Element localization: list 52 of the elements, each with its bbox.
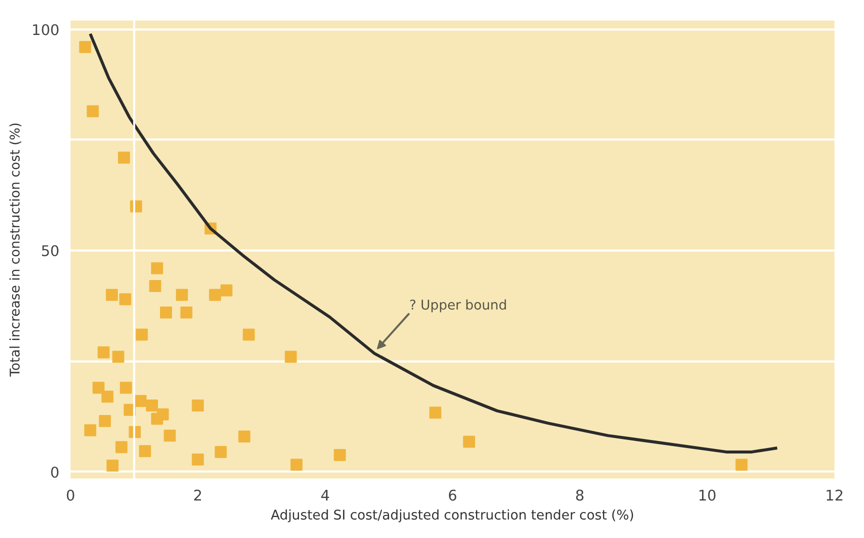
point <box>106 288 118 301</box>
point <box>290 458 303 471</box>
line-series <box>88 32 779 454</box>
x-tick-label: 2 <box>193 488 202 504</box>
point <box>160 306 172 319</box>
x-tick-label: 10 <box>698 488 716 504</box>
point <box>136 328 148 341</box>
point <box>736 458 748 471</box>
point <box>180 306 192 319</box>
x-axis-title: Adjusted SI cost/adjusted construction tender cost (%) <box>270 508 634 524</box>
point <box>151 262 164 274</box>
point <box>119 293 132 306</box>
point <box>134 395 147 408</box>
point <box>192 453 204 466</box>
annotation: ? Upper bound <box>409 298 508 314</box>
point <box>334 449 346 462</box>
point <box>138 445 151 458</box>
point <box>92 382 105 394</box>
point <box>112 350 124 363</box>
point <box>98 346 110 358</box>
point <box>429 406 442 419</box>
x-tick-label: 12 <box>825 488 844 504</box>
point <box>209 288 222 301</box>
point <box>151 412 164 425</box>
point <box>192 399 204 412</box>
point <box>149 280 162 292</box>
point <box>238 430 250 442</box>
point <box>164 430 176 442</box>
point <box>242 328 255 341</box>
point <box>86 105 99 118</box>
x-tick-label: 8 <box>575 488 584 504</box>
x-tick-label: 6 <box>448 488 458 504</box>
x-tick-label: 4 <box>320 488 330 504</box>
point <box>101 390 114 403</box>
y-tick-label: 0 <box>50 464 60 482</box>
y-tick-label: 50 <box>40 243 60 260</box>
point <box>120 382 132 394</box>
y-axis-title: Total increase in construction cost (%) <box>8 122 24 378</box>
point <box>214 446 227 458</box>
y-tick-label: 100 <box>32 22 60 39</box>
point <box>463 436 476 448</box>
point <box>84 424 96 436</box>
point <box>98 414 111 427</box>
point <box>106 460 119 472</box>
point <box>146 399 158 412</box>
point <box>176 288 188 301</box>
point <box>115 441 128 454</box>
x-tick-label: 0 <box>66 488 76 504</box>
point <box>220 284 232 296</box>
point <box>118 152 130 164</box>
point <box>79 41 92 54</box>
point <box>284 350 297 363</box>
